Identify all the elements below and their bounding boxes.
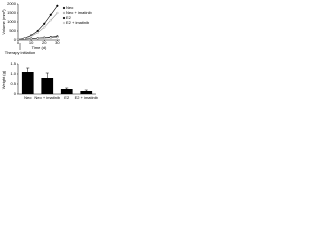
legend-label: Neo + imatinib bbox=[66, 10, 92, 15]
chart: Volume (mm³) Time (d) Therapy initiation… bbox=[1, 1, 99, 100]
y-axis-label: Weight (g) bbox=[1, 70, 6, 89]
point bbox=[36, 31, 39, 34]
point bbox=[56, 4, 59, 7]
x-tick-label: 0 bbox=[17, 40, 20, 45]
y-tick-label: 2000 bbox=[7, 1, 17, 6]
series-line bbox=[17, 5, 58, 40]
x-axis-label: Time (d) bbox=[32, 45, 47, 50]
series-line bbox=[17, 12, 58, 40]
point bbox=[49, 19, 52, 22]
point bbox=[36, 37, 39, 40]
legend-marker bbox=[62, 11, 66, 15]
point bbox=[23, 37, 26, 40]
bar bbox=[21, 72, 34, 94]
y-tick-label: 0.5 bbox=[10, 81, 16, 86]
legend-label: E2 bbox=[66, 15, 72, 20]
x-tick-label: Neo + imatinib bbox=[34, 95, 60, 100]
annotation: Therapy initiation bbox=[5, 50, 35, 55]
bar bbox=[80, 91, 93, 94]
point bbox=[43, 26, 46, 29]
point bbox=[30, 35, 33, 38]
point bbox=[36, 29, 39, 33]
point bbox=[56, 11, 59, 15]
y-tick-label: 0 bbox=[14, 91, 17, 96]
y-tick-label: 1.5 bbox=[10, 61, 16, 66]
x-tick-label: 30 bbox=[55, 40, 60, 45]
x-tick-label: 10 bbox=[29, 40, 34, 45]
bar bbox=[41, 78, 54, 94]
point bbox=[43, 36, 46, 40]
legend-marker bbox=[62, 6, 66, 10]
point bbox=[56, 36, 59, 39]
y-tick-label: 1000 bbox=[7, 19, 17, 24]
legend-marker bbox=[62, 21, 66, 25]
y-tick-label: 0 bbox=[14, 37, 17, 42]
x-tick-label: E2 bbox=[64, 95, 70, 100]
y-axis-label: Volume (mm³) bbox=[1, 9, 6, 35]
x-tick-label: E2 + imatinib bbox=[75, 95, 99, 100]
x-tick-label: Neo bbox=[24, 95, 32, 100]
bar bbox=[60, 89, 73, 94]
point bbox=[43, 22, 46, 25]
y-tick-label: 500 bbox=[9, 28, 16, 33]
legend-label: Neo bbox=[66, 5, 74, 10]
legend-marker bbox=[62, 16, 66, 20]
point bbox=[30, 37, 33, 40]
legend-label: E2 + imatinib bbox=[66, 20, 90, 25]
x-tick-label: 20 bbox=[42, 40, 47, 45]
y-tick-label: 1500 bbox=[7, 10, 17, 15]
point bbox=[49, 36, 52, 39]
point bbox=[49, 13, 52, 16]
y-tick-label: 1.0 bbox=[10, 71, 16, 76]
point bbox=[16, 37, 20, 41]
